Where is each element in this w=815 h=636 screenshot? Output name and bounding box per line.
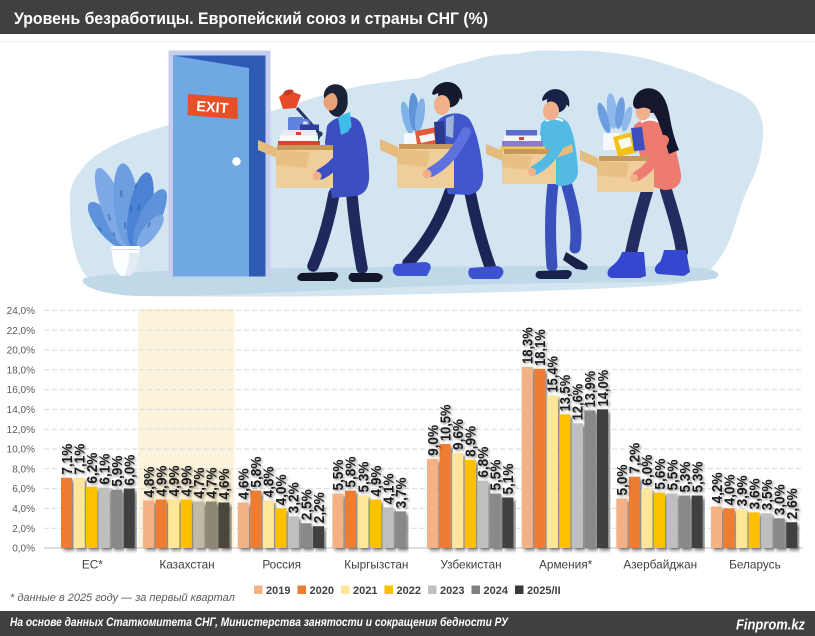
svg-text:5,3%: 5,3% (690, 462, 706, 493)
svg-text:* данные в 2025 году — за перв: * данные в 2025 году — за первый квартал (10, 592, 235, 604)
svg-text:3,9%: 3,9% (735, 475, 751, 506)
svg-text:3,6%: 3,6% (747, 478, 763, 509)
svg-text:18,0%: 18,0% (7, 365, 35, 376)
svg-text:5,5%: 5,5% (489, 460, 505, 491)
svg-text:2,0%: 2,0% (12, 524, 35, 535)
svg-text:Казахстан: Казахстан (159, 558, 214, 572)
svg-text:3,7%: 3,7% (394, 477, 410, 508)
svg-text:7,2%: 7,2% (628, 443, 644, 474)
svg-text:5,3%: 5,3% (678, 462, 694, 493)
svg-text:15,4%: 15,4% (546, 356, 562, 393)
svg-text:ЕС*: ЕС* (82, 558, 103, 572)
svg-text:Азербайджан: Азербайджан (623, 558, 697, 572)
svg-text:24,0%: 24,0% (7, 306, 35, 317)
svg-text:6,1%: 6,1% (97, 454, 113, 485)
svg-text:4,1%: 4,1% (381, 473, 397, 504)
svg-text:6,8%: 6,8% (476, 447, 492, 478)
svg-text:5,5%: 5,5% (331, 460, 347, 491)
svg-text:12,6%: 12,6% (571, 384, 587, 421)
svg-text:4,0%: 4,0% (722, 474, 738, 505)
svg-text:14,0%: 14,0% (596, 370, 612, 407)
svg-text:13,5%: 13,5% (558, 375, 574, 412)
svg-text:4,9%: 4,9% (369, 465, 385, 496)
svg-text:4,7%: 4,7% (205, 467, 221, 498)
svg-text:Finprom.kz: Finprom.kz (736, 618, 806, 634)
svg-text:6,0%: 6,0% (640, 455, 656, 486)
svg-text:2,2%: 2,2% (312, 492, 328, 523)
svg-text:6,2%: 6,2% (85, 453, 101, 484)
svg-text:6,0%: 6,0% (123, 455, 139, 486)
svg-text:2,6%: 2,6% (785, 488, 801, 519)
svg-text:7,1%: 7,1% (72, 444, 88, 475)
svg-text:4,8%: 4,8% (142, 466, 158, 497)
svg-text:2,5%: 2,5% (299, 489, 315, 520)
svg-text:Кыргызстан: Кыргызстан (344, 558, 408, 572)
svg-text:7,1%: 7,1% (60, 444, 76, 475)
svg-text:2025/II: 2025/II (527, 585, 561, 597)
svg-text:EXIT: EXIT (196, 99, 230, 117)
svg-text:4,9%: 4,9% (180, 465, 196, 496)
svg-text:Узбекистан: Узбекистан (440, 558, 501, 572)
svg-text:10,5%: 10,5% (438, 405, 454, 442)
svg-text:2019: 2019 (266, 585, 290, 597)
svg-text:22,0%: 22,0% (7, 326, 35, 337)
svg-text:5,8%: 5,8% (249, 457, 265, 488)
svg-text:5,0%: 5,0% (615, 464, 631, 495)
svg-text:20,0%: 20,0% (7, 346, 35, 357)
svg-text:18,3%: 18,3% (521, 327, 537, 364)
svg-text:2020: 2020 (310, 585, 334, 597)
svg-text:9,0%: 9,0% (426, 425, 442, 456)
svg-text:4,2%: 4,2% (710, 472, 726, 503)
svg-text:10,0%: 10,0% (7, 445, 35, 456)
svg-text:5,8%: 5,8% (344, 457, 360, 488)
svg-text:3,2%: 3,2% (287, 482, 303, 513)
svg-text:5,5%: 5,5% (665, 460, 681, 491)
svg-text:3,5%: 3,5% (760, 479, 776, 510)
svg-text:4,9%: 4,9% (154, 465, 170, 496)
svg-text:4,7%: 4,7% (192, 467, 208, 498)
svg-text:0,0%: 0,0% (12, 544, 35, 555)
svg-text:12,0%: 12,0% (7, 425, 35, 436)
svg-text:2022: 2022 (397, 585, 421, 597)
svg-text:Армения*: Армения* (539, 558, 593, 572)
svg-text:13,9%: 13,9% (583, 371, 599, 408)
svg-text:5,6%: 5,6% (653, 459, 669, 490)
svg-text:4,0%: 4,0% (274, 474, 290, 505)
svg-text:5,9%: 5,9% (110, 456, 126, 487)
svg-text:4,9%: 4,9% (167, 465, 183, 496)
svg-text:3,0%: 3,0% (773, 484, 789, 515)
svg-text:Россия: Россия (262, 558, 301, 572)
svg-text:4,8%: 4,8% (262, 466, 278, 497)
svg-text:16,0%: 16,0% (7, 385, 35, 396)
svg-text:4,6%: 4,6% (217, 468, 233, 499)
svg-text:5,3%: 5,3% (356, 462, 372, 493)
svg-text:2021: 2021 (353, 585, 377, 597)
svg-text:Уровень безработицы. Европейск: Уровень безработицы. Европейский союз и … (14, 10, 488, 28)
svg-text:2024: 2024 (484, 585, 509, 597)
svg-text:2023: 2023 (440, 585, 464, 597)
svg-text:4,0%: 4,0% (12, 504, 35, 515)
svg-text:8,9%: 8,9% (464, 426, 480, 457)
svg-text:8,0%: 8,0% (12, 464, 35, 475)
svg-text:14,0%: 14,0% (7, 405, 35, 416)
svg-text:4,6%: 4,6% (237, 468, 253, 499)
svg-text:9,6%: 9,6% (451, 419, 467, 450)
svg-text:6,0%: 6,0% (12, 484, 35, 495)
svg-text:На основе данных Статкомитета: На основе данных Статкомитета СНГ, Минис… (10, 615, 509, 629)
svg-text:Беларусь: Беларусь (729, 558, 781, 572)
svg-text:5,1%: 5,1% (501, 463, 517, 494)
svg-text:18,1%: 18,1% (533, 329, 549, 366)
